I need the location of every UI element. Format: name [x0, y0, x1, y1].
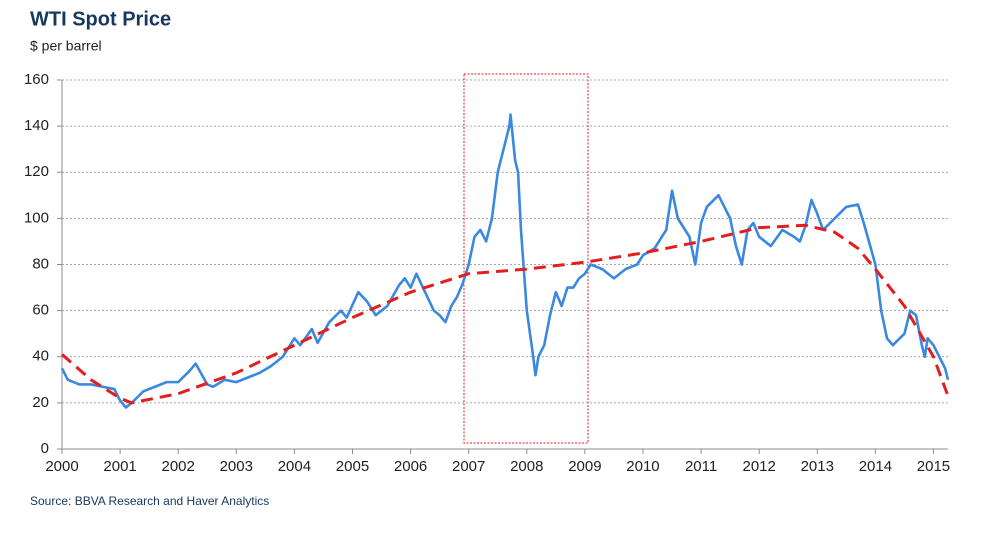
price-line: [60, 113, 950, 409]
chart-title: WTI Spot Price: [30, 8, 171, 30]
y-tick-label: 80: [32, 255, 49, 272]
y-tick-label: 140: [24, 117, 49, 134]
x-tick-label: 2012: [742, 458, 775, 475]
x-tick-label: 2009: [568, 458, 601, 475]
x-tick-label: 2007: [452, 458, 485, 475]
x-tick-label: 2010: [626, 458, 659, 475]
x-tick-label: 2015: [917, 458, 950, 475]
chart-subtitle: $ per barrel: [30, 38, 102, 54]
x-tick-label: 2000: [45, 458, 78, 475]
y-tick-label: 120: [24, 163, 49, 180]
x-tick-label: 2011: [685, 458, 717, 475]
x-tick-label: 2004: [278, 458, 311, 475]
trend-line: [61, 223, 950, 405]
x-tick-label: 2001: [103, 458, 136, 475]
x-tick-label: 2003: [220, 458, 253, 475]
source-note: Source: BBVA Research and Haver Analytic…: [30, 494, 269, 508]
y-tick-label: 160: [24, 71, 49, 88]
x-tick-label: 2008: [510, 458, 543, 475]
y-tick-label: 0: [41, 440, 49, 457]
x-tick-label: 2002: [162, 458, 195, 475]
x-tick-label: 2006: [394, 458, 427, 475]
highlight-box: [463, 73, 589, 444]
y-tick-label: 20: [32, 394, 49, 411]
y-tick-label: 100: [24, 209, 49, 226]
x-tick-label: 2014: [859, 458, 892, 475]
y-tick-label: 60: [32, 302, 49, 319]
x-tick-label: 2005: [336, 458, 369, 475]
y-tick-label: 40: [32, 348, 49, 365]
x-tick-label: 2013: [801, 458, 834, 475]
